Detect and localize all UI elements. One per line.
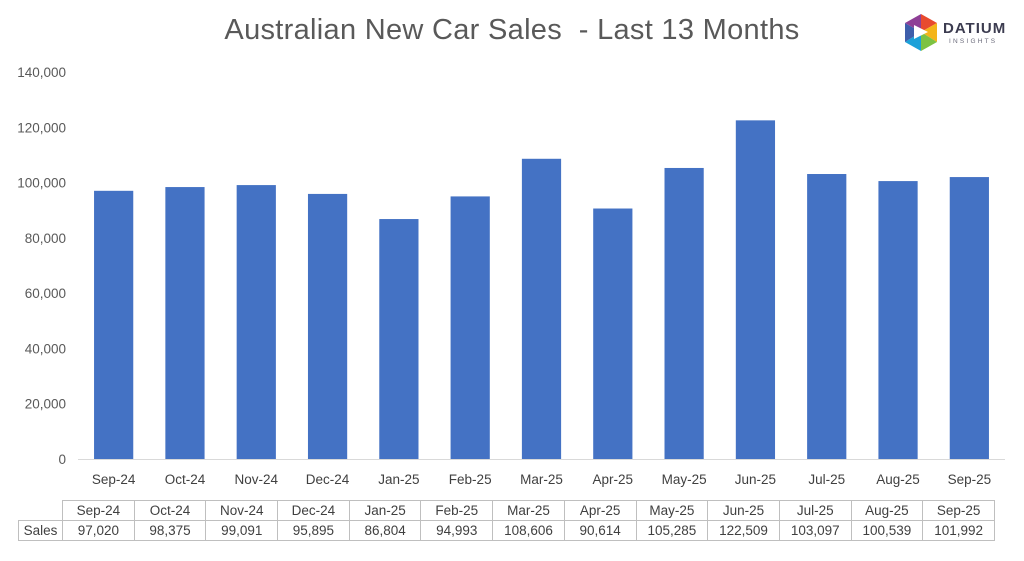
logo-subtext: INSIGHTS [949,38,998,45]
data-table-value: 108,606 [492,520,565,541]
x-tick-label: Jan-25 [378,472,419,487]
data-table-corner [19,501,63,521]
bar-apr-25 [593,208,633,459]
data-table-value: 103,097 [778,520,852,541]
chart-title: Australian New Car Sales - Last 13 Month… [224,14,800,46]
data-table-month-header: Sep-24 [62,500,135,521]
x-tick-label: Apr-25 [593,472,634,487]
x-tick-label: Sep-25 [948,472,992,487]
logo-text: DATIUM [943,20,1007,37]
data-table-month-header: Jul-25 [778,500,852,521]
bar-jan-25 [379,219,419,459]
x-tick-label: May-25 [662,472,707,487]
data-table-month-header: Jun-25 [707,500,780,521]
chart-data-table: Sep-24 Oct-24 Nov-24 Dec-24 Jan-25 Feb-25 Mar-… [18,500,995,541]
bar-sep-25 [949,177,989,459]
bar-nov-24 [236,185,276,459]
y-tick-label: 60,000 [25,286,66,301]
bar-feb-25 [450,196,490,459]
data-table-value: 97,020 [62,520,135,541]
data-table-month-header: Apr-25 [563,500,637,521]
data-table-value: 100,539 [850,520,924,541]
data-table-value: 90,614 [563,520,637,541]
data-table-month-header: May-25 [635,500,709,521]
data-table-month-header: Aug-25 [850,500,924,521]
data-table-month-header: Nov-24 [205,500,279,521]
y-tick-label: 80,000 [25,231,66,246]
y-tick-label: 140,000 [17,65,66,80]
bar-jul-25 [807,174,847,459]
x-axis-tick-labels: Sep-24 Oct-24 Nov-24 Dec-24 Jan-25 Feb-25 Mar-… [92,472,991,487]
bar-oct-24 [165,187,205,459]
y-tick-label: 0 [58,452,66,467]
data-table-value: 95,895 [277,520,350,541]
x-tick-label: Jul-25 [808,472,845,487]
data-table-value: 99,091 [205,520,279,541]
data-table-value: 86,804 [348,520,422,541]
data-table-values-row: Sales 97,020 98,375 99,091 95,895 86,804 94,9… [18,520,995,541]
x-tick-label: Oct-24 [165,472,206,487]
data-table-value: 101,992 [922,520,995,541]
x-tick-label: Aug-25 [876,472,920,487]
bar-aug-25 [878,181,918,459]
x-tick-label: Feb-25 [449,472,492,487]
data-table-month-header: Feb-25 [420,500,494,521]
data-table-value: 122,509 [707,520,780,541]
datium-insights-logo: DATIUM INSIGHTS [903,14,1021,52]
bar-sep-24 [94,190,134,459]
x-tick-label: Mar-25 [520,472,563,487]
y-tick-label: 100,000 [17,176,66,191]
bar-series-sales [94,120,989,460]
data-table-series-label: Sales [18,520,63,541]
data-table-month-header: Mar-25 [492,500,565,521]
data-table-value: 105,285 [635,520,709,541]
y-axis: 0 20,000 40,000 60,000 80,000 100,000 120,000 1… [17,65,66,467]
y-tick-label: 120,000 [17,120,66,135]
x-tick-label: Sep-24 [92,472,136,487]
bar-may-25 [664,167,704,460]
data-table-month-header: Jan-25 [348,500,422,521]
x-tick-label: Nov-24 [235,472,279,487]
y-tick-label: 40,000 [25,341,66,356]
bar-jun-25 [735,120,776,459]
x-tick-label: Dec-24 [306,472,350,487]
logo-mark-icon [905,14,937,51]
data-table-month-header: Oct-24 [133,500,207,521]
data-table-header-row: Sep-24 Oct-24 Nov-24 Dec-24 Jan-25 Feb-25 Mar-… [19,500,995,521]
data-table-month-header: Dec-24 [277,500,350,521]
bar-mar-25 [521,158,562,459]
bar-dec-24 [307,193,348,459]
data-table-value: 94,993 [420,520,494,541]
y-tick-label: 20,000 [25,397,66,412]
data-table-month-header: Sep-25 [922,500,995,521]
data-table-value: 98,375 [133,520,207,541]
x-tick-label: Jun-25 [735,472,776,487]
